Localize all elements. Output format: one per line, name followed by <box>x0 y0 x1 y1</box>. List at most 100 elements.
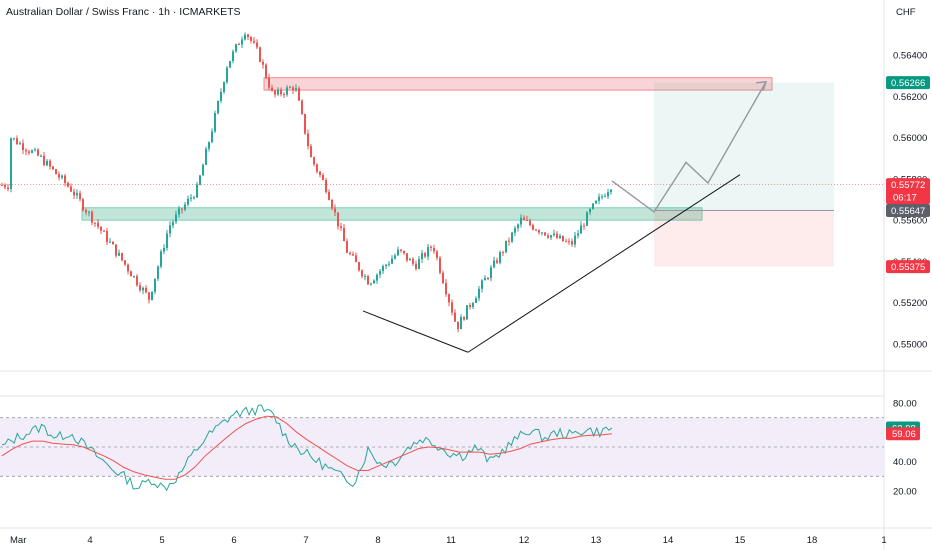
candle-down[interactable] <box>283 94 285 96</box>
candle-down[interactable] <box>52 166 54 170</box>
candle-down[interactable] <box>64 175 66 184</box>
candle-down[interactable] <box>316 164 318 172</box>
candle-up[interactable] <box>409 258 411 261</box>
candle-up[interactable] <box>601 196 603 198</box>
candle-up[interactable] <box>109 241 111 243</box>
candle-up[interactable] <box>559 235 561 239</box>
candle-down[interactable] <box>415 263 417 269</box>
candle-down[interactable] <box>256 42 258 48</box>
candle-down[interactable] <box>127 264 129 272</box>
candle-up[interactable] <box>577 233 579 236</box>
candle-down[interactable] <box>280 89 282 95</box>
candle-up[interactable] <box>217 100 219 114</box>
candle-up[interactable] <box>391 258 393 264</box>
candle-up[interactable] <box>241 39 243 45</box>
candle-down[interactable] <box>121 252 123 261</box>
candle-up[interactable] <box>244 34 246 40</box>
candle-up[interactable] <box>394 255 396 259</box>
candle-up[interactable] <box>370 283 372 285</box>
candle-down[interactable] <box>4 185 6 188</box>
candle-up[interactable] <box>175 214 177 222</box>
support-zone[interactable] <box>81 207 703 221</box>
candle-up[interactable] <box>505 240 507 253</box>
candle-down[interactable] <box>562 235 564 242</box>
candle-up[interactable] <box>10 138 12 189</box>
candle-up[interactable] <box>382 266 384 272</box>
candle-up[interactable] <box>607 192 609 197</box>
candle-up[interactable] <box>277 89 279 95</box>
candle-up[interactable] <box>178 208 180 215</box>
candle-up[interactable] <box>157 266 159 279</box>
candle-up[interactable] <box>226 67 228 83</box>
candle-down[interactable] <box>265 64 267 78</box>
candle-down[interactable] <box>106 231 108 243</box>
candle-down[interactable] <box>298 88 300 101</box>
candle-down[interactable] <box>145 287 147 293</box>
candle-down[interactable] <box>268 77 270 88</box>
candle-down[interactable] <box>454 312 456 322</box>
candle-down[interactable] <box>115 244 117 256</box>
candle-down[interactable] <box>181 208 183 210</box>
candle-down[interactable] <box>130 271 132 277</box>
time-axis[interactable]: Mar 4 5 6 7 8 11 12 13 14 15 18 1 <box>10 535 887 546</box>
candle-down[interactable] <box>67 183 69 187</box>
candle-up[interactable] <box>202 164 204 176</box>
candle-down[interactable] <box>91 211 93 223</box>
candle-up[interactable] <box>499 252 501 263</box>
candle-down[interactable] <box>310 146 312 158</box>
candle-down[interactable] <box>259 47 261 62</box>
candle-down[interactable] <box>328 191 330 200</box>
candle-down[interactable] <box>583 225 585 227</box>
candle-down[interactable] <box>85 210 87 213</box>
candle-down[interactable] <box>325 179 327 192</box>
candle-up[interactable] <box>187 198 189 205</box>
candle-down[interactable] <box>103 230 105 232</box>
candle-up[interactable] <box>166 233 168 248</box>
candle-down[interactable] <box>16 138 18 145</box>
candle-down[interactable] <box>292 87 294 91</box>
candle-down[interactable] <box>340 226 342 228</box>
candle-up[interactable] <box>220 91 222 101</box>
candle-down[interactable] <box>238 44 240 46</box>
candle-down[interactable] <box>331 199 333 209</box>
candle-up[interactable] <box>385 264 387 267</box>
candle-up[interactable] <box>475 298 477 303</box>
stop-area[interactable] <box>654 210 834 267</box>
candle-down[interactable] <box>73 191 75 196</box>
candle-up[interactable] <box>490 267 492 279</box>
candle-down[interactable] <box>79 193 81 200</box>
candle-down[interactable] <box>442 272 444 284</box>
candle-up[interactable] <box>574 235 576 245</box>
candle-up[interactable] <box>205 148 207 165</box>
candle-down[interactable] <box>361 270 363 277</box>
projection-path[interactable] <box>611 81 767 213</box>
candle-down[interactable] <box>112 241 114 245</box>
candle-down[interactable] <box>124 260 126 265</box>
candle-up[interactable] <box>550 235 552 238</box>
candle-up[interactable] <box>223 82 225 92</box>
candle-down[interactable] <box>538 230 540 233</box>
candle-down[interactable] <box>451 302 453 313</box>
candle-down[interactable] <box>400 249 402 251</box>
candle-down[interactable] <box>502 252 504 254</box>
candle-up[interactable] <box>421 253 423 260</box>
candle-down[interactable] <box>529 220 531 226</box>
candle-up[interactable] <box>481 280 483 289</box>
candle-down[interactable] <box>322 174 324 180</box>
candle-up[interactable] <box>466 305 468 320</box>
candle-down[interactable] <box>412 258 414 264</box>
candle-up[interactable] <box>511 232 513 242</box>
candle-up[interactable] <box>211 131 213 143</box>
candle-down[interactable] <box>556 233 558 239</box>
candle-down[interactable] <box>304 113 306 134</box>
candle-down[interactable] <box>355 255 357 263</box>
candle-up[interactable] <box>553 233 555 236</box>
candle-up[interactable] <box>364 276 366 278</box>
candle-up[interactable] <box>13 138 15 140</box>
candle-up[interactable] <box>172 221 174 226</box>
candle-down[interactable] <box>274 90 276 95</box>
candle-up[interactable] <box>460 316 462 330</box>
candle-up[interactable] <box>520 217 522 225</box>
candle-down[interactable] <box>367 276 369 285</box>
